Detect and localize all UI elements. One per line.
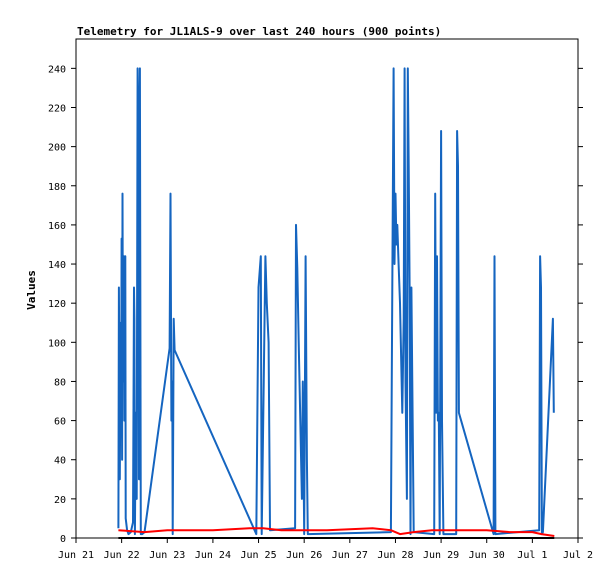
x-tick-label: Jun 28 (377, 550, 413, 561)
y-tick-label: 220 (48, 103, 66, 114)
y-tick-label: 200 (48, 143, 66, 154)
x-tick-label: Jun 25 (240, 550, 276, 561)
plot-frame (75, 38, 579, 539)
x-tick-label: Jul 2 (563, 550, 593, 561)
x-tick-label: Jun 29 (423, 550, 459, 561)
x-tick-label: Jul 1 (517, 550, 547, 561)
x-axis: Jun 21 Jun 22 Jun 23 Jun 24 Jun 25 Jun 26 Jun … (58, 538, 593, 561)
y-tick-label: 140 (48, 260, 66, 271)
x-tick-label: Jun 23 (149, 550, 185, 561)
y-tick-label: 180 (48, 182, 66, 193)
x-tick-label: Jun 26 (286, 550, 322, 561)
y-tick-label: 80 (54, 377, 66, 388)
y-tick-label: 240 (48, 64, 66, 75)
y-tick-label: 40 (54, 456, 66, 467)
y-axis-label: Values (25, 270, 38, 310)
y-tick-label: 120 (48, 299, 66, 310)
y-axis: 0 20 40 60 80 100 120 140 160 180 200 220 240 (48, 64, 583, 545)
y-tick-label: 100 (48, 338, 66, 349)
y-tick-label: 0 (60, 534, 66, 545)
x-tick-label: Jun 21 (58, 550, 94, 561)
x-tick-label: Jun 27 (332, 550, 368, 561)
x-tick-label: Jun 24 (195, 550, 231, 561)
y-tick-label: 20 (54, 495, 66, 506)
chart-title: Telemetry for JL1ALS-9 over last 240 hou… (77, 25, 441, 38)
x-tick-label: Jun 30 (469, 550, 505, 561)
series-layer (117, 67, 555, 539)
y-tick-label: 60 (54, 417, 66, 428)
blue-series-line (117, 67, 555, 536)
x-tick-label: Jun 22 (104, 550, 140, 561)
y-tick-label: 160 (48, 221, 66, 232)
red-series-line (118, 527, 555, 537)
